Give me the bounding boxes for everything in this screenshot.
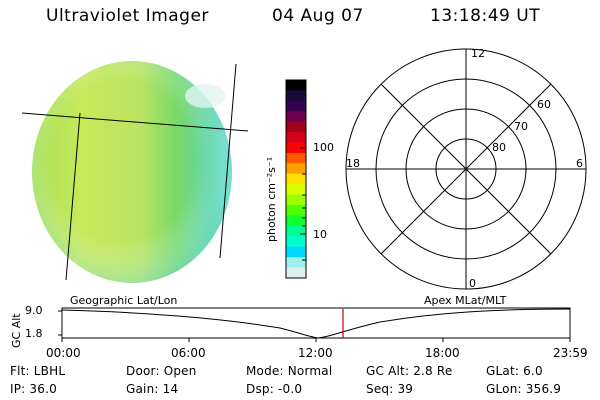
colorbar-band [286, 225, 306, 237]
status-filter: Flt: LBHL [10, 364, 66, 378]
timeline-tick-1: 06:00 [171, 346, 206, 360]
status-glat: GLat: 6.0 [486, 364, 543, 378]
status-gc-alt: GC Alt: 2.8 Re [366, 364, 453, 378]
timeline-ymin: 1.8 [25, 327, 43, 340]
lat-label-60: 60 [537, 98, 551, 111]
timeline-y-axis-label: GC Alt [10, 313, 23, 348]
status-ip: IP: 36.0 [10, 382, 57, 396]
colorbar-band [286, 184, 306, 196]
uv-earth-image [21, 61, 249, 283]
colorbar-band [286, 121, 306, 133]
instrument-title: Ultraviolet Imager [46, 6, 209, 26]
colorbar-band [286, 205, 306, 217]
timeline-ymax: 9.0 [25, 304, 43, 317]
timeline-plot [58, 307, 571, 342]
colorbar-band [286, 215, 306, 227]
timeline-tick-4: 23:59 [553, 346, 588, 360]
mlt-label-left: 18 [346, 157, 360, 170]
colorbar-band [286, 194, 306, 206]
colorbar-band [286, 173, 306, 185]
colorbar-band [286, 142, 306, 154]
colorbar-band [286, 132, 306, 144]
timeline-tick-0: 00:00 [46, 346, 81, 360]
status-mode: Mode: Normal [246, 364, 333, 378]
colorbar-border [285, 79, 307, 279]
timeline-tick-3: 18:00 [425, 346, 460, 360]
colorbar-band [286, 90, 306, 102]
mlt-label-top: 12 [471, 47, 485, 60]
mlt-label-bottom: 0 [469, 277, 476, 290]
status-gain: Gain: 14 [126, 382, 179, 396]
time-label: 13:18:49 UT [430, 6, 541, 26]
colorbar-band [286, 267, 306, 279]
lon-line-right [219, 63, 237, 259]
colorbar-band [286, 246, 306, 258]
status-seq: Seq: 39 [366, 382, 414, 396]
lat-label-80: 80 [492, 141, 506, 154]
colorbar-ticks [300, 147, 306, 261]
polar-plot [345, 48, 587, 290]
lat-label-70: 70 [514, 120, 528, 133]
colorbar-band [286, 80, 306, 92]
mlt-label-right: 6 [576, 157, 583, 170]
status-glon: GLon: 356.9 [486, 382, 562, 396]
date-label: 04 Aug 07 [272, 6, 364, 26]
status-dsp: Dsp: -0.0 [246, 382, 303, 396]
color-bar [285, 79, 307, 279]
colorbar-band [286, 152, 306, 164]
colorbar-band [286, 100, 306, 112]
status-door: Door: Open [126, 364, 197, 378]
colorbar-band [286, 163, 306, 175]
timeline-left-title: Geographic Lat/Lon [70, 294, 178, 307]
timeline-tick-2: 12:00 [298, 346, 333, 360]
colorbar-band [286, 236, 306, 248]
colorbar-band [286, 111, 306, 123]
colorbar-tick-10: 10 [313, 228, 327, 241]
colorbar-unit-label: photon cm⁻²s⁻¹ [265, 156, 278, 242]
colorbar-band [286, 257, 306, 269]
lat-line [21, 112, 249, 132]
colorbar-tick-100: 100 [313, 141, 334, 154]
altitude-curve [61, 308, 571, 339]
lon-line-left [65, 112, 81, 281]
timeline-right-title: Apex MLat/MLT [424, 294, 507, 307]
